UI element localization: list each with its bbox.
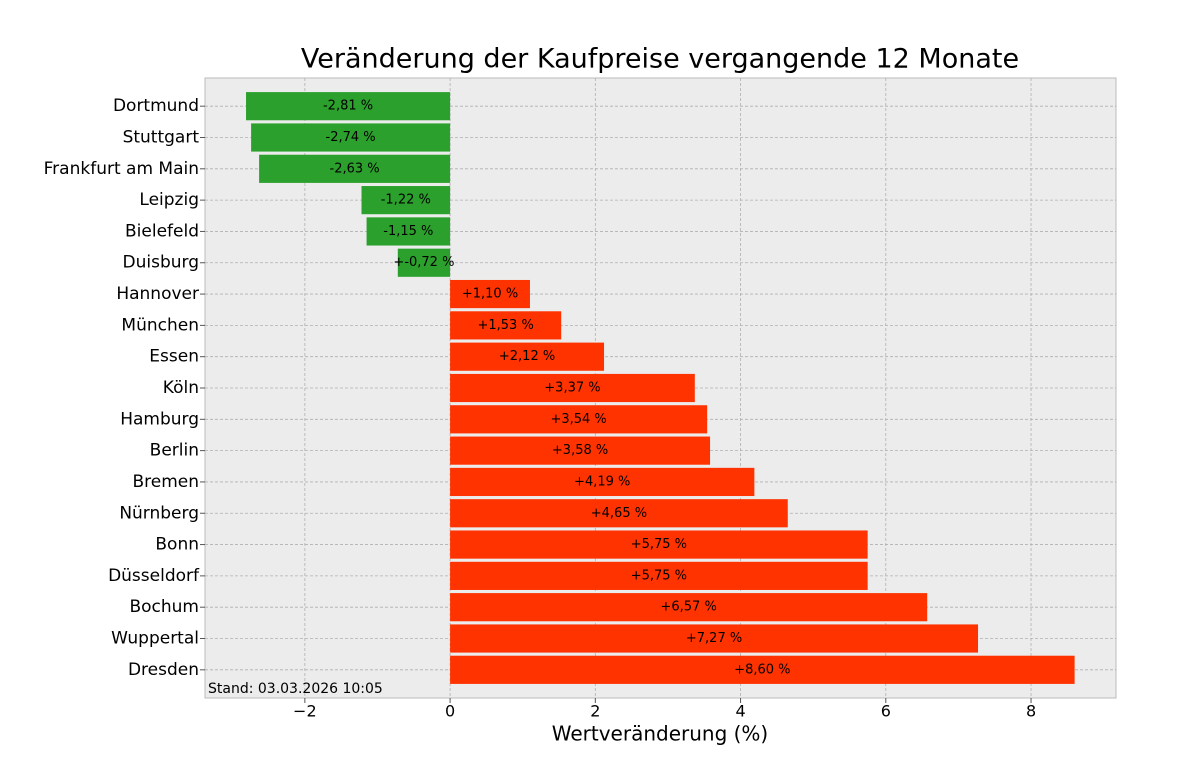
bar: [450, 530, 868, 559]
bar: [450, 499, 788, 528]
bar: [450, 467, 755, 497]
x-tick-label: 0: [445, 702, 455, 721]
value-label: +3,54 %: [550, 412, 606, 427]
value-label: +1,10 %: [462, 287, 518, 302]
y-tick-label: Bonn: [155, 535, 199, 555]
x-axis-label: Wertveränderung (%): [552, 722, 769, 746]
value-label: +2,12 %: [499, 349, 555, 364]
bar: [450, 311, 562, 340]
y-tick-label: Bochum: [129, 597, 199, 617]
y-tick-label: Nürnberg: [119, 503, 199, 523]
bar: [450, 436, 711, 465]
x-tick-label: 2: [590, 702, 600, 721]
value-label: +5,75 %: [631, 568, 687, 583]
value-label: -2,81 %: [323, 99, 373, 114]
value-label: +7,27 %: [686, 631, 742, 646]
bar: [450, 624, 979, 653]
bar: [450, 655, 1075, 684]
y-tick-label: Hannover: [116, 284, 199, 304]
value-label: +1,53 %: [477, 318, 533, 333]
annotation: Stand: 03.03.2026 10:05: [208, 681, 383, 697]
y-tick-label: Wuppertal: [111, 629, 199, 649]
bar: [397, 248, 451, 277]
value-label: -2,63 %: [330, 161, 380, 176]
y-tick-label: München: [121, 315, 199, 335]
value-label: +3,58 %: [552, 443, 608, 458]
bar: [450, 342, 605, 371]
value-label: +4,19 %: [574, 474, 630, 489]
bar: [450, 561, 868, 590]
bar: [450, 405, 708, 434]
value-label: +6,57 %: [660, 600, 716, 615]
value-label: +8,60 %: [734, 662, 790, 677]
y-tick-label: Dresden: [128, 660, 199, 680]
y-tick-label: Bielefeld: [125, 221, 199, 241]
x-tick-label: −2: [293, 702, 317, 721]
bar: [246, 92, 451, 121]
value-label: +5,75 %: [631, 537, 687, 552]
bar: [361, 186, 451, 215]
bar: [450, 279, 530, 309]
value-label: +-0,72 %: [393, 255, 454, 270]
bar: [450, 373, 695, 403]
x-tick-label: 6: [881, 702, 891, 721]
y-tick-label: Essen: [149, 347, 199, 367]
value-label: -1,22 %: [381, 193, 431, 208]
y-tick-label: Stuttgart: [123, 127, 200, 147]
y-tick-label: Bremen: [132, 472, 199, 492]
bar: [259, 154, 451, 183]
value-label: -2,74 %: [326, 130, 376, 145]
y-tick-label: Berlin: [150, 441, 199, 461]
value-label: -1,15 %: [383, 224, 433, 239]
x-tick-label: 4: [735, 702, 745, 721]
y-tick-label: Hamburg: [120, 409, 199, 429]
value-label: +4,65 %: [591, 506, 647, 521]
bar: [450, 593, 928, 622]
bar: [251, 123, 451, 152]
y-tick-label: Leipzig: [139, 190, 199, 210]
chart-title: Veränderung der Kaufpreise vergangende 1…: [301, 44, 1019, 75]
marks: -2,81 % -2,74 % -2,63 % -1,22 % -1,15 % +-0,7…: [246, 92, 1075, 684]
bar: [366, 217, 451, 246]
y-tick-label: Dortmund: [113, 96, 199, 116]
y-tick-label: Frankfurt am Main: [44, 159, 199, 179]
value-label: +3,37 %: [544, 381, 600, 396]
x-tick-label: 8: [1026, 702, 1036, 721]
y-tick-label: Duisburg: [123, 253, 200, 273]
y-tick-label: Düsseldorf: [108, 566, 200, 586]
y-tick-label: Köln: [163, 378, 199, 398]
